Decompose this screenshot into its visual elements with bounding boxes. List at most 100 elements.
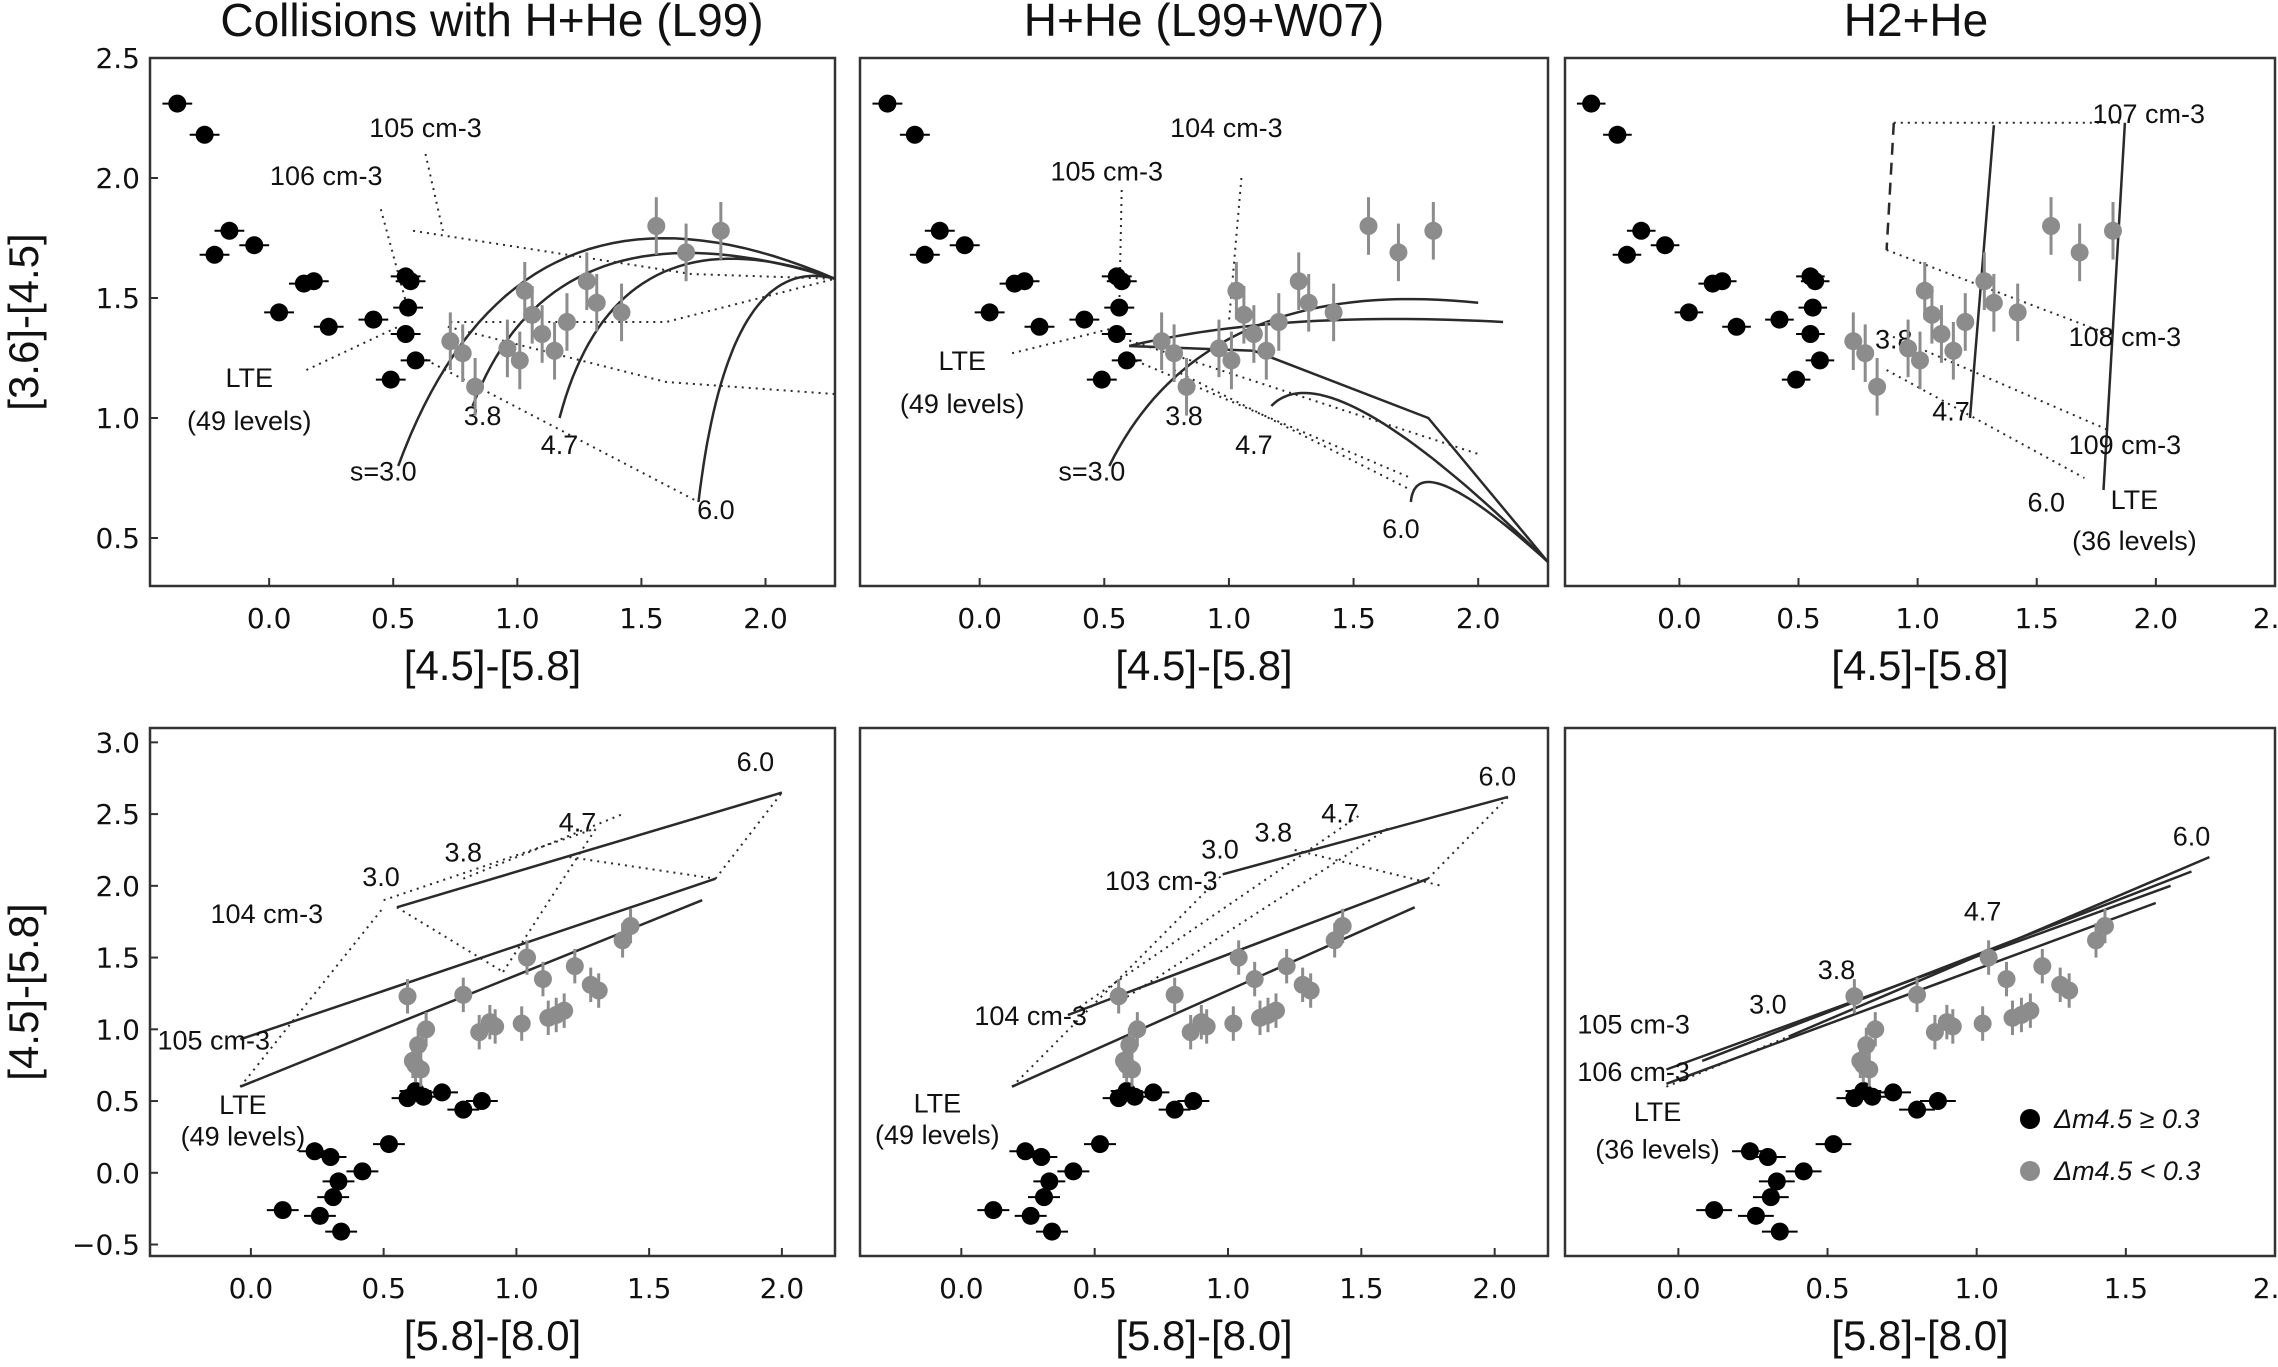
nondetected-source-point bbox=[1177, 377, 1196, 396]
plot-frame bbox=[858, 726, 1550, 1258]
nondetected-source-point bbox=[711, 221, 730, 240]
density-curve bbox=[424, 153, 444, 232]
nondetected-source-point bbox=[1908, 985, 1927, 1004]
density-curve bbox=[447, 325, 836, 395]
nondetected-source-point bbox=[1979, 948, 1998, 967]
detected-source-point bbox=[1770, 310, 1789, 329]
annotation-label: 105 cm-3 bbox=[369, 113, 482, 143]
annotation-label: 109 cm-3 bbox=[2069, 430, 2182, 460]
plot-frame bbox=[148, 56, 837, 588]
detected-source-point bbox=[1016, 1142, 1035, 1161]
detected-source-point bbox=[1015, 272, 1034, 291]
detected-source-point bbox=[915, 245, 934, 264]
nondetected-source-point bbox=[1227, 281, 1246, 300]
detected-source-point bbox=[905, 125, 924, 144]
nondetected-source-point bbox=[523, 305, 542, 324]
model-curve bbox=[1108, 297, 1479, 467]
data-points bbox=[1576, 94, 2122, 416]
nondetected-source-point bbox=[1109, 987, 1128, 1006]
x-tick-label: 1.0 bbox=[1895, 602, 1940, 635]
nondetected-source-point bbox=[441, 332, 460, 351]
y-tick-label: 0.5 bbox=[95, 1085, 140, 1118]
annotation-label: 3.0 bbox=[1201, 835, 1239, 865]
panel-title: Collisions with H+He (L99) bbox=[220, 0, 763, 46]
y-tick-label: 1.5 bbox=[95, 282, 140, 315]
y-tick-label: 1.0 bbox=[95, 402, 140, 435]
panel-3: H2+He 0.0 0.5 1.0 1.5 2.0 2.5 [4.5]-[5.8] 107 cm… bbox=[1563, 0, 2278, 689]
detected-source-point bbox=[195, 125, 214, 144]
nondetected-source-point bbox=[1956, 313, 1975, 331]
data-points bbox=[872, 94, 1443, 416]
x-tick-label: 0.5 bbox=[361, 1272, 406, 1305]
density-curve bbox=[1173, 369, 1412, 491]
x-tick-label: 2.0 bbox=[1472, 1272, 1517, 1305]
nondetected-source-point bbox=[1997, 970, 2016, 989]
detected-source-point bbox=[1727, 317, 1746, 336]
model-curve bbox=[1885, 122, 1896, 251]
nondetected-source-point bbox=[1222, 351, 1241, 370]
nondetected-source-point bbox=[1324, 303, 1343, 322]
x-tick-label: 1.0 bbox=[1206, 1272, 1251, 1305]
data-points bbox=[977, 908, 1352, 1241]
nondetected-source-point bbox=[621, 917, 640, 935]
nondetected-source-point bbox=[1197, 1017, 1216, 1036]
detected-source-point bbox=[930, 221, 949, 240]
detected-source-point bbox=[1884, 1083, 1903, 1102]
detected-source-point bbox=[1144, 1083, 1163, 1102]
nondetected-source-point bbox=[1244, 325, 1263, 343]
model-grid bbox=[1011, 177, 1549, 563]
x-tick-label: 2.0 bbox=[760, 1272, 805, 1305]
annotation-label: 103 cm-3 bbox=[1105, 866, 1218, 896]
nondetected-source-point bbox=[2021, 1001, 2040, 1020]
annotation-label: 6.0 bbox=[1479, 761, 1517, 791]
model-grid bbox=[239, 791, 783, 1088]
annotation-label: 104 cm-3 bbox=[211, 899, 324, 929]
panel-1: Collisions with H+He (L99) 0.0 0.5 1.0 1.5 2.… bbox=[0, 0, 837, 689]
nondetected-source-point bbox=[589, 981, 608, 1000]
detected-source-point bbox=[305, 1142, 324, 1161]
nondetected-source-point bbox=[1301, 981, 1320, 1000]
annotation-label: 105 cm-3 bbox=[1051, 156, 1164, 186]
detected-source-point bbox=[955, 236, 974, 255]
x-tick-label: 0.0 bbox=[1656, 1272, 1701, 1305]
annotation-label: 3.8 bbox=[445, 837, 483, 867]
annotation-label: s=3.0 bbox=[1058, 456, 1125, 486]
nondetected-source-point bbox=[2087, 931, 2106, 950]
nondetected-source-point bbox=[545, 341, 564, 360]
annotation-label: (49 levels) bbox=[187, 406, 312, 436]
detected-source-point bbox=[1801, 325, 1820, 343]
model-curve bbox=[1128, 317, 1504, 348]
nondetected-source-point bbox=[612, 303, 631, 322]
x-tick-label: 2.0 bbox=[1456, 602, 1501, 635]
panel-2: H+He (L99+W07) 0.0 0.5 1.0 1.5 2.0 [4.5]-[5.8]… bbox=[858, 0, 1550, 689]
annotation-label: 6.0 bbox=[1382, 514, 1420, 544]
detected-source-point bbox=[1705, 1201, 1724, 1220]
detected-source-point bbox=[1806, 272, 1825, 291]
y-tick-label: 0.5 bbox=[95, 522, 140, 555]
nondetected-source-point bbox=[1866, 1020, 1885, 1039]
annotation-label: 3.8 bbox=[1165, 401, 1203, 431]
density-curve bbox=[450, 277, 836, 323]
data-points bbox=[266, 908, 640, 1241]
detected-source-point bbox=[1794, 1162, 1813, 1181]
annotation-label: 3.0 bbox=[1749, 990, 1787, 1020]
detected-source-point bbox=[1608, 125, 1627, 144]
detected-source-point bbox=[1758, 1148, 1777, 1166]
detected-source-point bbox=[1746, 1206, 1765, 1225]
annotation-label: 4.7 bbox=[1932, 396, 1970, 426]
x-tick-label: 1.5 bbox=[619, 602, 664, 635]
nondetected-source-point bbox=[1856, 344, 1875, 363]
detected-source-point bbox=[1032, 1148, 1051, 1166]
annotation-label: 3.8 bbox=[1255, 817, 1293, 847]
detected-source-point bbox=[1679, 303, 1698, 322]
plot-frame bbox=[1563, 726, 2277, 1258]
detected-source-point bbox=[1021, 1206, 1040, 1225]
nondetected-source-point bbox=[1128, 1020, 1147, 1039]
nondetected-source-point bbox=[1860, 1060, 1879, 1079]
annotation-label: 6.0 bbox=[2173, 822, 2211, 852]
annotation-label: LTE bbox=[914, 1089, 962, 1119]
plot-frame bbox=[1563, 56, 2277, 588]
detected-source-point bbox=[1117, 351, 1136, 370]
annotation-label: 106 cm-3 bbox=[1577, 1057, 1690, 1087]
